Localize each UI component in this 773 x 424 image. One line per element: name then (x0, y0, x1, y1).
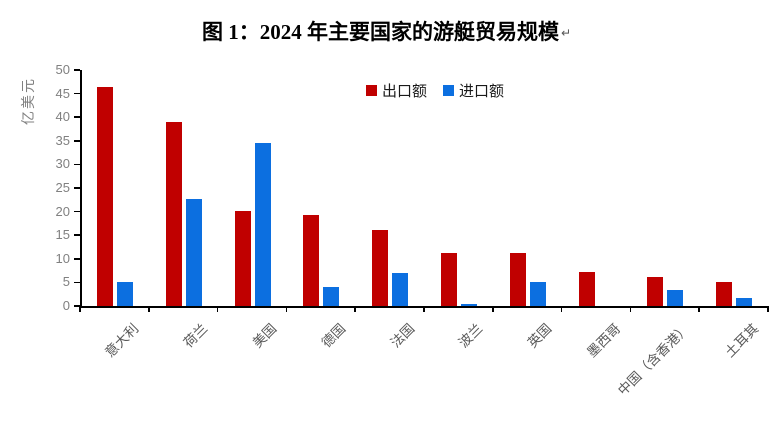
y-axis-line (80, 70, 82, 306)
bar-出口额-土耳其 (716, 282, 733, 306)
legend-label-export: 出口额 (382, 84, 428, 100)
x-tick-mark (629, 306, 632, 312)
y-tick-label: 15 (55, 227, 70, 243)
y-tick-mark (74, 140, 80, 142)
y-tick-mark (74, 92, 80, 95)
y-tick-mark (74, 258, 80, 260)
y-tick-label: 10 (55, 250, 70, 266)
y-tick-label: 25 (55, 180, 70, 195)
bar-出口额-荷兰 (165, 121, 182, 306)
export-swatch-icon (366, 85, 377, 96)
y-tick-label: 40 (55, 109, 70, 125)
bar-进口额-德国 (323, 287, 340, 306)
y-tick-label: 5 (62, 274, 70, 290)
y-tick-label: 0 (62, 298, 70, 313)
legend-label-import: 进口额 (459, 84, 505, 100)
chart-title: 图 1：2024 年主要国家的游艇贸易规模 ↵ (0, 16, 773, 46)
legend: 出口额 进口额 (366, 80, 504, 101)
bar-进口额-法国 (392, 272, 409, 306)
x-tick-mark (148, 306, 150, 312)
bar-进口额-意大利 (117, 282, 133, 306)
y-tick-label: 50 (55, 62, 70, 77)
y-tick-mark (74, 305, 80, 307)
y-tick-label: 20 (55, 203, 70, 219)
y-tick-mark (74, 234, 80, 236)
bar-出口额-意大利 (97, 86, 113, 306)
x-tick-mark (423, 306, 425, 312)
y-tick-mark (74, 187, 80, 189)
chart-title-text: 图 1：2024 年主要国家的游艇贸易规模 (201, 20, 559, 44)
bar-出口额-墨西哥 (578, 271, 595, 306)
bar-进口额-中国（含香港） (667, 290, 684, 306)
bar-出口额-波兰 (441, 253, 457, 306)
y-tick-label: 45 (55, 85, 70, 101)
legend-item-import: 进口额 (443, 80, 504, 101)
x-tick-mark (560, 306, 563, 312)
bar-进口额-英国 (529, 282, 546, 306)
bar-进口额-美国 (254, 142, 271, 306)
legend-item-export: 出口额 (366, 80, 427, 101)
bar-出口额-中国（含香港） (647, 277, 664, 306)
y-axis-label: 亿美元 (22, 77, 37, 125)
y-tick-mark (74, 281, 80, 284)
y-tick-label: 35 (55, 132, 70, 148)
bar-出口额-美国 (234, 210, 251, 306)
y-tick-mark (74, 210, 80, 213)
x-tick-mark (354, 306, 356, 312)
y-tick-mark (74, 163, 80, 166)
x-tick-mark (79, 306, 81, 312)
x-tick-mark (216, 306, 219, 312)
y-tick-label: 30 (55, 156, 70, 172)
bar-进口额-土耳其 (736, 297, 753, 306)
x-tick-mark (767, 306, 769, 312)
bar-出口额-德国 (303, 215, 320, 306)
x-tick-mark (698, 306, 700, 312)
x-tick-mark (285, 306, 288, 312)
x-tick-mark (492, 306, 494, 312)
import-swatch-icon (443, 85, 455, 96)
bar-进口额-荷兰 (185, 199, 202, 306)
bar-出口额-英国 (509, 253, 526, 306)
paragraph-mark-icon: ↵ (560, 26, 572, 40)
y-tick-mark (74, 69, 80, 71)
y-tick-mark (74, 116, 80, 118)
bar-出口额-法国 (372, 230, 389, 306)
bar-进口额-波兰 (461, 303, 477, 306)
